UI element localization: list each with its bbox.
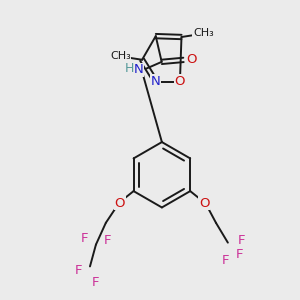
Text: F: F: [80, 232, 88, 245]
Text: O: O: [175, 75, 185, 88]
Text: N: N: [134, 63, 144, 76]
Text: F: F: [92, 276, 100, 289]
Text: F: F: [74, 264, 82, 277]
Text: O: O: [199, 196, 209, 209]
Text: N: N: [151, 75, 160, 88]
Text: H: H: [124, 62, 134, 75]
Text: CH₃: CH₃: [193, 28, 214, 38]
Text: F: F: [104, 234, 112, 247]
Text: F: F: [222, 254, 230, 267]
Text: O: O: [186, 53, 197, 66]
Text: F: F: [238, 234, 245, 247]
Text: F: F: [236, 248, 244, 261]
Text: O: O: [115, 196, 125, 209]
Text: CH₃: CH₃: [110, 51, 131, 61]
